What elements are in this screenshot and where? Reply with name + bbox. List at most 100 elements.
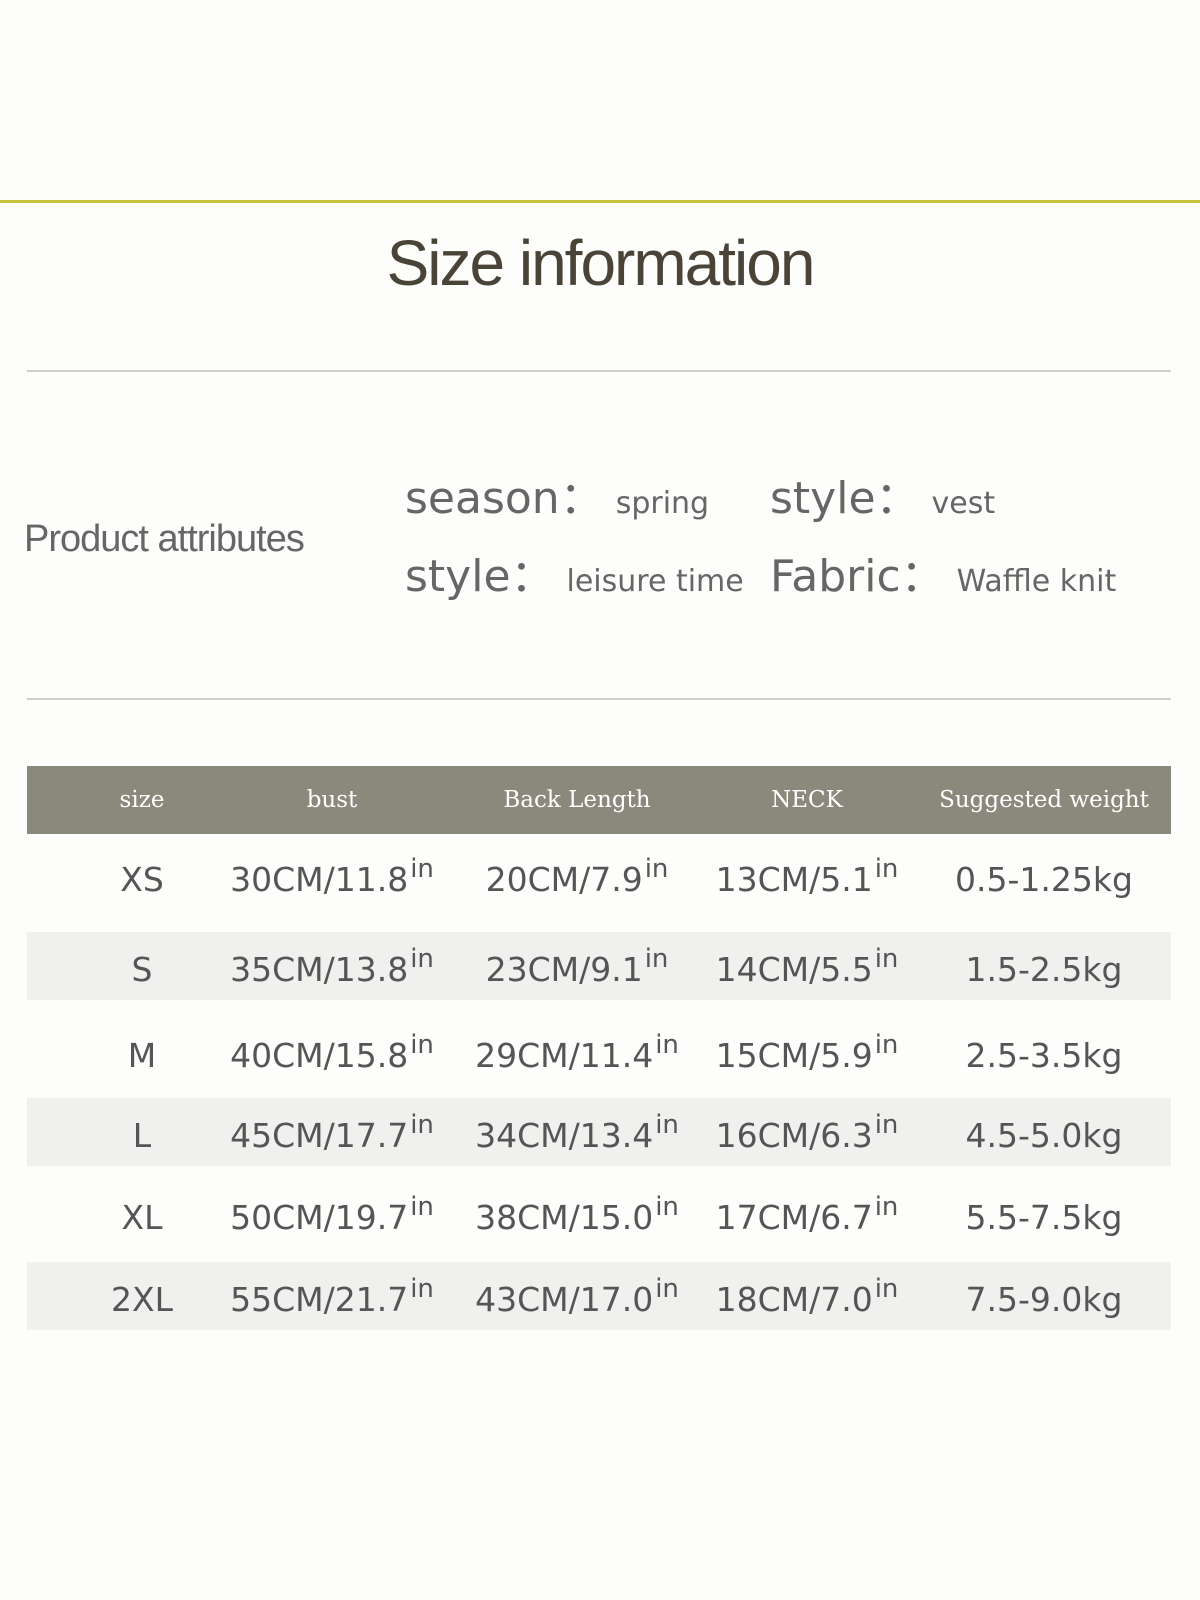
cell-text: 0.5-1.25kg [955,860,1133,899]
attribute-name: style： [770,473,920,524]
attribute-name: Fabric： [770,551,945,602]
table-cell: L [67,1098,217,1166]
table-row: M 40CM/15.8in 29CM/11.4in 15CM/5.9in 2.5-3.5… [27,1018,1171,1086]
table-row: XL 50CM/19.7in 38CM/15.0in 17CM/6.7in 5.5-7.… [27,1180,1171,1248]
unit: in [655,1110,679,1140]
unit: in [874,1274,899,1304]
cell-text: 1.5-2.5kg [965,950,1123,989]
unit: in [655,1030,679,1060]
top-rule [0,200,1200,203]
table-cell: 1.5-2.5kg [917,932,1171,1000]
header-cell: Suggested weight [939,787,1149,813]
unit: in [874,854,899,884]
cell-text: 18CM/7.0 [715,1280,873,1319]
unit: in [410,944,434,974]
table-cell: 15CM/5.9in [697,1018,917,1086]
unit: in [874,1192,899,1222]
unit: in [874,1030,899,1060]
table-cell: 55CM/21.7in [217,1262,447,1330]
cell-text: 30CM/11.8 [230,860,409,899]
table-cell: 43CM/17.0in [457,1262,697,1330]
table-cell: 2XL [67,1262,217,1330]
unit: in [410,1030,434,1060]
cell-text: 20CM/7.9 [485,860,643,899]
table-cell: 13CM/5.1in [697,842,917,910]
attribute: season： spring [405,462,709,526]
cell-text: 7.5-9.0kg [965,1280,1123,1319]
unit: in [410,1192,434,1222]
table-row: S 35CM/13.8in 23CM/9.1in 14CM/5.5in 1.5-2.5k… [27,932,1171,1000]
header-cell: bust [306,787,358,813]
unit: in [410,1110,434,1140]
attribute-name: style： [405,551,555,602]
cell-text: XL [121,1198,163,1237]
cell-text: 17CM/6.7 [715,1198,873,1237]
table-cell: 0.5-1.25kg [917,842,1171,910]
table-cell: 14CM/5.5in [697,932,917,1000]
unit: in [874,944,899,974]
cell-text: 16CM/6.3 [715,1116,873,1155]
unit: in [410,854,434,884]
attribute-value: Waffle knit [956,564,1117,599]
cell-text: L [132,1116,152,1155]
table-cell: 38CM/15.0in [457,1180,697,1248]
table-cell: 18CM/7.0in [697,1262,917,1330]
cell-text: 55CM/21.7 [230,1280,409,1319]
attribute-value: vest [931,486,996,521]
table-row: L 45CM/17.7in 34CM/13.4in 16CM/6.3in 4.5-5.0… [27,1098,1171,1166]
divider [27,370,1171,372]
cell-text: 13CM/5.1 [715,860,873,899]
cell-text: 15CM/5.9 [715,1036,873,1075]
table-cell: 45CM/17.7in [217,1098,447,1166]
unit: in [874,1110,899,1140]
attribute: Fabric： Waffle knit [770,540,1116,604]
table-cell: 20CM/7.9in [457,842,697,910]
table-cell: 30CM/11.8in [217,842,447,910]
cell-text: XS [120,860,164,899]
unit: in [655,1274,679,1304]
unit: in [410,1274,434,1304]
cell-text: 45CM/17.7 [230,1116,409,1155]
table-cell: 23CM/9.1in [457,932,697,1000]
cell-text: 29CM/11.4 [475,1036,654,1075]
cell-text: 2XL [111,1280,173,1319]
table-cell: 29CM/11.4in [457,1018,697,1086]
table-cell: M [67,1018,217,1086]
unit: in [655,1192,679,1222]
table-header: size bust Back Length NECK Suggested weight [27,766,1171,834]
cell-text: 40CM/15.8 [230,1036,409,1075]
unit: in [644,944,669,974]
cell-text: 14CM/5.5 [715,950,873,989]
divider [27,698,1171,700]
unit: in [644,854,669,884]
cell-text: 5.5-7.5kg [965,1198,1123,1237]
table-cell: 17CM/6.7in [697,1180,917,1248]
table-cell: 5.5-7.5kg [917,1180,1171,1248]
attribute-name: season： [405,473,604,524]
cell-text: 38CM/15.0 [475,1198,654,1237]
attributes-label: Product attributes [24,518,305,560]
cell-text: S [131,950,153,989]
table-cell: 4.5-5.0kg [917,1098,1171,1166]
cell-text: M [127,1036,157,1075]
table-cell: 2.5-3.5kg [917,1018,1171,1086]
header-cell: NECK [771,787,843,813]
table-cell: 50CM/19.7in [217,1180,447,1248]
title: Size information [386,227,816,299]
table-cell: 40CM/15.8in [217,1018,447,1086]
table-cell: 34CM/13.4in [457,1098,697,1166]
cell-text: 43CM/17.0 [475,1280,654,1319]
header-cell: Back Length [503,787,651,813]
table-cell: XL [67,1180,217,1248]
table-row: 2XL 55CM/21.7in 43CM/17.0in 18CM/7.0in 7.5-9… [27,1262,1171,1330]
cell-text: 50CM/19.7 [230,1198,409,1237]
table-cell: XS [67,842,217,910]
table-cell: 35CM/13.8in [217,932,447,1000]
table-cell: 16CM/6.3in [697,1098,917,1166]
attribute-value: leisure time [566,564,744,599]
cell-text: 23CM/9.1 [485,950,643,989]
attribute: style： leisure time [405,540,744,604]
attribute-value: spring [615,486,710,521]
table-row: XS 30CM/11.8in 20CM/7.9in 13CM/5.1in 0.5-1.2… [27,842,1171,910]
